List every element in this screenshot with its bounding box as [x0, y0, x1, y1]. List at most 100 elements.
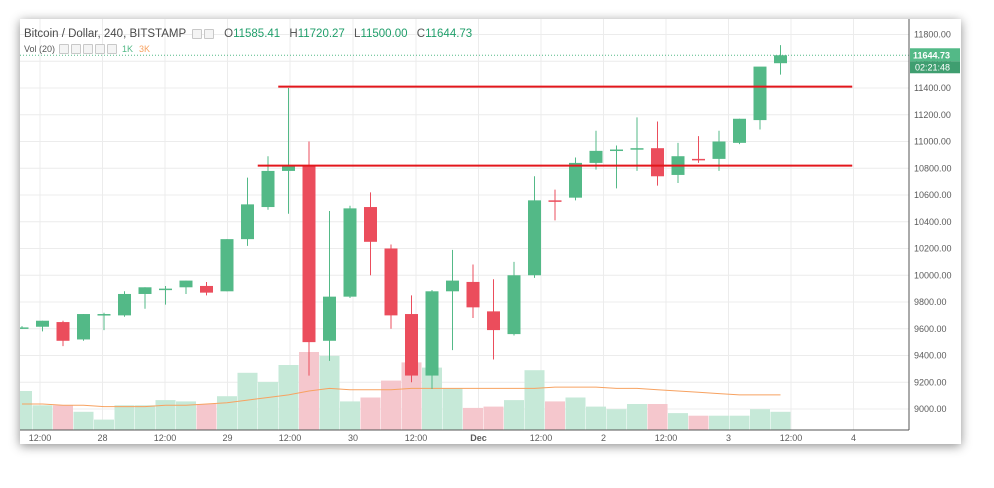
- candle-body[interactable]: [630, 148, 644, 150]
- volume-bar: [524, 370, 545, 430]
- volume-bar: [565, 397, 586, 430]
- candle-body[interactable]: [220, 239, 234, 292]
- candle-body[interactable]: [36, 320, 49, 327]
- ohlc-readout: O11585.41 H11720.27 L11500.00 C11644.73: [218, 28, 472, 40]
- volume-bar: [217, 396, 237, 430]
- candle-body[interactable]: [507, 275, 521, 335]
- volume-bar: [340, 401, 360, 430]
- x-tick-label: 12:00: [279, 433, 302, 443]
- x-tick-label: Dec: [470, 433, 487, 443]
- volume-bar: [94, 419, 114, 430]
- volume-bar: [401, 362, 422, 430]
- candle-body[interactable]: [651, 148, 664, 177]
- candle-body[interactable]: [261, 170, 275, 208]
- volume-bar: [135, 405, 155, 430]
- candle-body[interactable]: [589, 150, 603, 163]
- candle-body[interactable]: [384, 248, 398, 316]
- y-tick-label: 11200.00: [914, 110, 951, 120]
- low-value: 11500.00: [360, 28, 408, 40]
- volume-bar: [709, 415, 729, 430]
- volume-bar: [422, 367, 442, 430]
- volume-bar: [278, 365, 299, 430]
- eye-icon[interactable]: [192, 29, 203, 39]
- y-tick-label: 9200.00: [914, 377, 947, 387]
- candle-body[interactable]: [466, 281, 480, 308]
- candle-body[interactable]: [712, 141, 726, 159]
- candle-body[interactable]: [97, 314, 111, 316]
- candle-body[interactable]: [446, 280, 459, 292]
- volume-bar: [688, 415, 709, 430]
- settings-icon[interactable]: [71, 44, 82, 54]
- candle-body[interactable]: [282, 165, 295, 171]
- volume-bar: [114, 405, 135, 430]
- price-badge-value: 11644.73: [913, 50, 950, 60]
- candle-body[interactable]: [200, 285, 213, 293]
- volume-bar: [770, 411, 791, 430]
- more-icon[interactable]: [95, 44, 106, 54]
- eye-icon[interactable]: [59, 44, 70, 54]
- candle-body[interactable]: [548, 200, 562, 202]
- candle-body[interactable]: [138, 287, 152, 294]
- candle-body[interactable]: [323, 296, 336, 341]
- volume-bar: [20, 391, 32, 430]
- volume-bar: [668, 413, 688, 430]
- candle-body[interactable]: [364, 207, 377, 242]
- candle-body[interactable]: [610, 149, 623, 152]
- price-badge: [910, 48, 960, 62]
- volume-bar: [319, 355, 340, 430]
- candle-body[interactable]: [159, 288, 172, 291]
- open-label: O: [224, 28, 234, 40]
- candle-body[interactable]: [692, 158, 705, 161]
- volume-bar: [32, 405, 53, 430]
- settings-icon[interactable]: [204, 29, 215, 39]
- candle-body[interactable]: [487, 311, 500, 331]
- candle-body[interactable]: [77, 314, 90, 340]
- candle-body[interactable]: [733, 118, 746, 143]
- x-tick-label: 29: [222, 433, 232, 443]
- volume-bar: [483, 406, 504, 430]
- candle-body[interactable]: [118, 293, 131, 316]
- chart-title: Bitcoin / Dollar, 240, BITSTAMP: [24, 28, 187, 40]
- y-tick-label: 10400.00: [914, 217, 952, 227]
- candle-body[interactable]: [425, 291, 439, 376]
- volume-bar: [606, 409, 627, 430]
- candle-body[interactable]: [405, 314, 418, 376]
- y-tick-label: 9800.00: [914, 297, 947, 307]
- high-label: H: [289, 28, 298, 40]
- volume-bar: [73, 411, 94, 430]
- candle-body[interactable]: [343, 208, 357, 297]
- x-tick-label: 12:00: [655, 433, 678, 443]
- candle-body[interactable]: [774, 55, 787, 64]
- candle-body[interactable]: [528, 200, 541, 276]
- x-tick-label: 12:00: [405, 433, 428, 443]
- move-icon[interactable]: [83, 44, 94, 54]
- y-tick-label: 9600.00: [914, 324, 947, 334]
- candle-body[interactable]: [569, 162, 582, 198]
- time-axis[interactable]: [20, 430, 961, 444]
- candle-body[interactable]: [302, 165, 316, 343]
- candlestick-chart[interactable]: 9000.00 9200.00 9400.00 9600.00 9800.00 10000…: [20, 19, 961, 444]
- volume-bar: [750, 409, 770, 430]
- x-tick-label: 12:00: [530, 433, 553, 443]
- y-tick-label: 10800.00: [914, 163, 952, 173]
- volume-bar: [586, 406, 606, 430]
- low-label: L: [354, 28, 361, 40]
- high-value: 11720.27: [297, 28, 345, 40]
- candle-body[interactable]: [179, 280, 193, 288]
- y-tick-label: 10000.00: [914, 270, 952, 280]
- volume-bar: [729, 415, 750, 430]
- volume-bar: [258, 381, 278, 430]
- candle-body[interactable]: [20, 327, 29, 329]
- volume-value-1: 1K: [122, 44, 134, 54]
- volume-bar: [545, 401, 565, 430]
- y-tick-label: 9000.00: [914, 404, 947, 414]
- open-value: 11585.41: [233, 28, 281, 40]
- chart-panel: 9000.00 9200.00 9400.00 9600.00 9800.00 10000…: [20, 19, 961, 444]
- price-axis[interactable]: [909, 19, 961, 444]
- volume-bar: [463, 407, 483, 430]
- close-icon[interactable]: [107, 44, 118, 54]
- candle-body[interactable]: [241, 204, 254, 240]
- candle-body[interactable]: [753, 66, 767, 121]
- candle-body[interactable]: [56, 322, 70, 341]
- x-tick-label: 4: [851, 433, 856, 443]
